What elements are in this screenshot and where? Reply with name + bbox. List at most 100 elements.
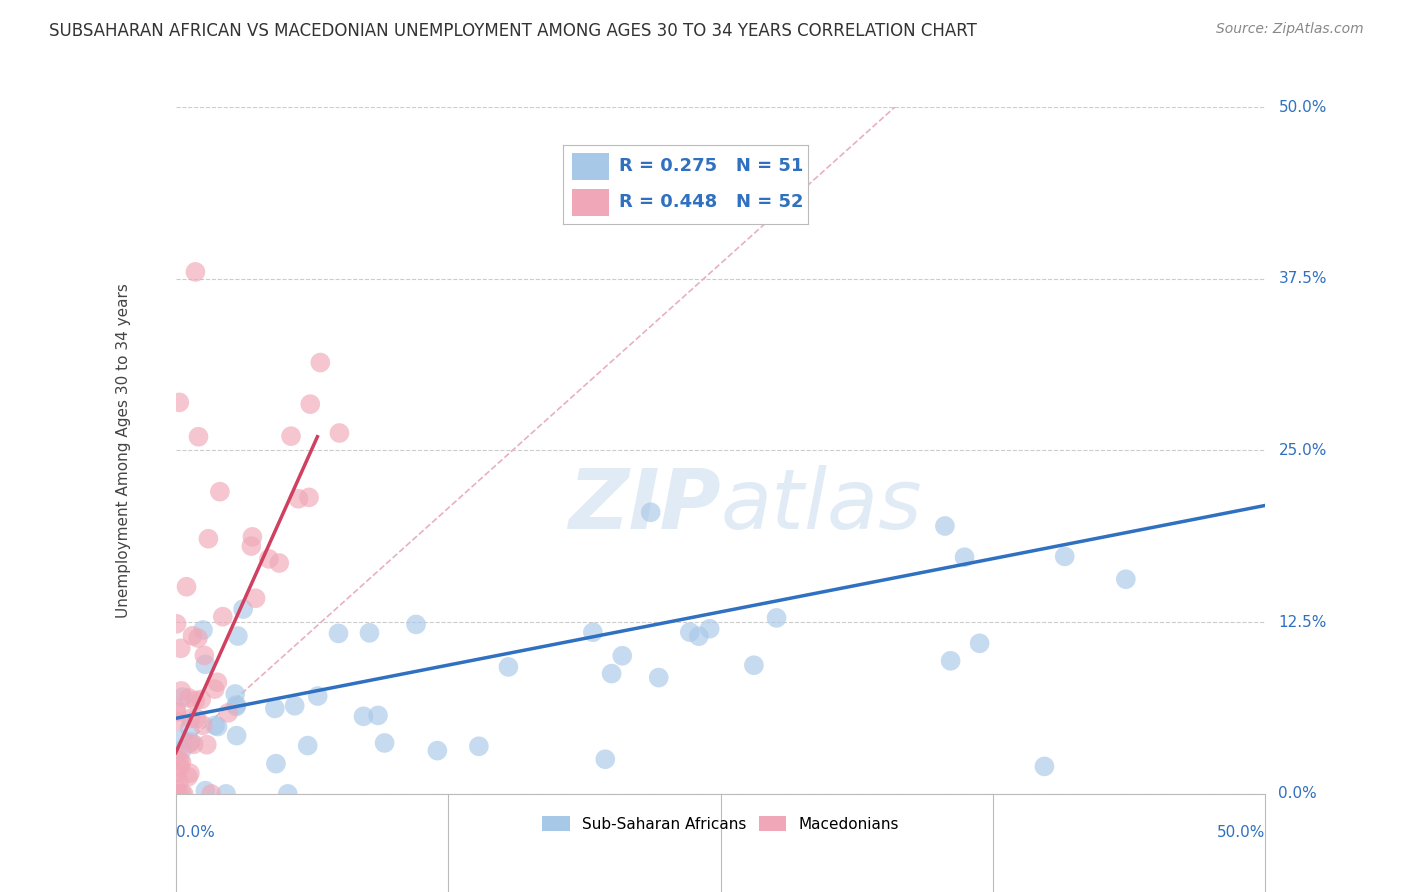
Point: [688, 629, 710, 643]
Point: [328, 425, 350, 440]
Point: [426, 743, 449, 757]
Point: [167, 774, 190, 789]
Point: [200, 787, 222, 801]
Point: [191, 623, 214, 637]
Point: [468, 739, 491, 754]
Point: [600, 666, 623, 681]
Point: [232, 602, 254, 616]
Point: [226, 629, 249, 643]
Bar: [572, 189, 609, 216]
Point: [353, 709, 375, 723]
Point: [208, 484, 231, 499]
Text: Unemployment Among Ages 30 to 34 years: Unemployment Among Ages 30 to 34 years: [115, 283, 131, 618]
Point: [263, 701, 285, 715]
Text: 25.0%: 25.0%: [1278, 443, 1327, 458]
Point: [167, 787, 190, 801]
Point: [742, 658, 765, 673]
Point: [1115, 572, 1137, 586]
Text: SUBSAHARAN AFRICAN VS MACEDONIAN UNEMPLOYMENT AMONG AGES 30 TO 34 YEARS CORRELAT: SUBSAHARAN AFRICAN VS MACEDONIAN UNEMPLO…: [49, 22, 977, 40]
Point: [498, 660, 520, 674]
Point: [280, 429, 302, 443]
Point: [217, 706, 239, 720]
Point: [277, 787, 299, 801]
Point: [405, 617, 427, 632]
Text: 12.5%: 12.5%: [1278, 615, 1327, 630]
Point: [328, 626, 350, 640]
Point: [225, 698, 247, 712]
Point: [679, 625, 702, 640]
Point: [183, 737, 205, 751]
Point: [953, 550, 976, 565]
Point: [166, 787, 188, 801]
Point: [180, 735, 202, 749]
Point: [225, 699, 247, 714]
Point: [595, 752, 617, 766]
Point: [211, 609, 233, 624]
Point: [165, 714, 187, 729]
Point: [309, 355, 332, 369]
Text: R = 0.448   N = 52: R = 0.448 N = 52: [619, 194, 803, 211]
Point: [207, 720, 229, 734]
Point: [186, 712, 208, 726]
Point: [284, 698, 307, 713]
Point: [224, 687, 246, 701]
Text: 0.0%: 0.0%: [176, 825, 215, 839]
Text: 50.0%: 50.0%: [1278, 100, 1327, 114]
Point: [169, 395, 191, 409]
Point: [307, 689, 329, 703]
Point: [176, 580, 198, 594]
Point: [170, 641, 193, 656]
Point: [177, 770, 200, 784]
Point: [225, 729, 247, 743]
Point: [195, 738, 218, 752]
Point: [207, 675, 229, 690]
Point: [197, 532, 219, 546]
Point: [169, 760, 191, 774]
Point: [582, 625, 605, 640]
Point: [173, 787, 195, 801]
Point: [969, 636, 991, 650]
Point: [165, 781, 187, 796]
Text: atlas: atlas: [721, 465, 922, 546]
Point: [934, 519, 956, 533]
Legend: Sub-Saharan Africans, Macedonians: Sub-Saharan Africans, Macedonians: [536, 810, 905, 838]
Point: [242, 530, 264, 544]
Point: [187, 430, 209, 444]
Point: [170, 684, 193, 698]
Point: [170, 787, 193, 801]
Point: [170, 732, 193, 747]
Point: [765, 611, 787, 625]
Point: [215, 787, 238, 801]
Text: R = 0.275   N = 51: R = 0.275 N = 51: [619, 157, 803, 175]
Point: [299, 397, 322, 411]
Point: [172, 742, 194, 756]
Point: [184, 693, 207, 707]
Point: [257, 552, 280, 566]
Text: Source: ZipAtlas.com: Source: ZipAtlas.com: [1216, 22, 1364, 37]
Point: [297, 739, 319, 753]
Point: [699, 622, 721, 636]
Point: [181, 629, 204, 643]
Point: [194, 783, 217, 797]
Bar: [572, 153, 609, 179]
Point: [172, 690, 194, 704]
Point: [1053, 549, 1076, 564]
Point: [177, 690, 200, 705]
Point: [193, 648, 215, 663]
Text: 37.5%: 37.5%: [1278, 271, 1327, 286]
Point: [367, 708, 389, 723]
Point: [165, 766, 187, 780]
Point: [166, 616, 188, 631]
Point: [179, 721, 201, 735]
Point: [939, 654, 962, 668]
Point: [187, 631, 209, 645]
Point: [191, 718, 214, 732]
Point: [179, 736, 201, 750]
Point: [190, 692, 212, 706]
Point: [170, 755, 193, 769]
Point: [204, 682, 226, 697]
Point: [165, 748, 187, 763]
Text: 0.0%: 0.0%: [1278, 787, 1317, 801]
Point: [194, 657, 217, 672]
Point: [269, 556, 291, 570]
